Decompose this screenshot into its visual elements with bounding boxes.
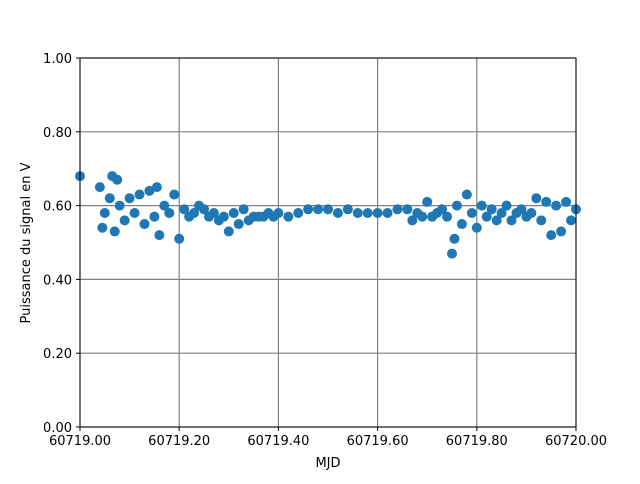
point: [104, 193, 115, 204]
point: [154, 230, 165, 241]
point: [372, 207, 383, 218]
point: [536, 215, 547, 226]
point: [481, 211, 492, 222]
y-tick-label: 0.40: [43, 273, 72, 288]
point: [238, 204, 249, 215]
y-tick-label: 0.00: [43, 421, 72, 436]
y-axis-label: Puissance du signal en V: [19, 162, 34, 323]
x-tick-label: 60719.80: [446, 434, 508, 449]
point: [491, 215, 502, 226]
point: [149, 211, 160, 222]
point: [471, 222, 482, 233]
point: [174, 233, 185, 244]
point: [449, 233, 460, 244]
point: [169, 189, 180, 200]
point: [151, 182, 162, 193]
point: [99, 207, 110, 218]
point: [223, 226, 234, 237]
point: [392, 204, 403, 215]
point: [556, 226, 567, 237]
point: [228, 207, 239, 218]
point: [506, 215, 517, 226]
point: [476, 200, 487, 211]
point: [97, 222, 108, 233]
x-axis-label: MJD: [315, 456, 340, 471]
point: [526, 207, 537, 218]
point: [94, 182, 105, 193]
point: [124, 193, 135, 204]
point: [561, 196, 572, 207]
point: [109, 226, 120, 237]
point: [456, 219, 467, 230]
point: [114, 200, 125, 211]
x-tick-label: 60719.40: [247, 434, 309, 449]
point: [218, 211, 229, 222]
plot-frame: [79, 57, 577, 428]
point: [501, 200, 512, 211]
point: [362, 207, 373, 218]
point: [144, 185, 155, 196]
x-tick-label: 60719.60: [347, 434, 409, 449]
point: [546, 230, 557, 241]
point: [293, 207, 304, 218]
x-tick-label: 60720.00: [545, 434, 607, 449]
point: [313, 204, 324, 215]
point: [233, 219, 244, 230]
y-tick-label: 1.00: [43, 52, 72, 67]
point: [417, 211, 428, 222]
point: [496, 207, 507, 218]
point: [551, 200, 562, 211]
point: [566, 215, 577, 226]
point: [283, 211, 294, 222]
point: [451, 200, 462, 211]
point: [199, 204, 209, 215]
point: [342, 204, 353, 215]
point: [531, 193, 542, 204]
point: [332, 207, 343, 218]
point: [139, 219, 150, 230]
x-tick-label: 60719.00: [49, 434, 111, 449]
point: [541, 196, 552, 207]
point: [273, 207, 284, 218]
point: [112, 174, 123, 185]
point: [486, 204, 497, 215]
point: [208, 207, 219, 218]
point: [303, 204, 314, 215]
point: [119, 215, 130, 226]
point: [352, 207, 363, 218]
y-tick-label: 0.20: [43, 347, 72, 362]
point: [442, 211, 453, 222]
point: [422, 196, 433, 207]
point: [402, 204, 413, 215]
point: [323, 204, 333, 215]
point: [164, 207, 175, 218]
point: [437, 204, 448, 215]
point: [179, 204, 190, 215]
x-tick-label: 60719.20: [148, 434, 210, 449]
point: [466, 207, 477, 218]
point: [129, 207, 140, 218]
y-tick-label: 0.60: [43, 200, 72, 215]
point: [461, 189, 472, 200]
point: [382, 207, 393, 218]
point: [447, 248, 457, 259]
point: [407, 215, 418, 226]
point: [134, 189, 145, 200]
point: [516, 204, 527, 215]
y-tick-label: 0.80: [43, 126, 72, 141]
point: [189, 207, 200, 218]
point: [159, 200, 170, 211]
